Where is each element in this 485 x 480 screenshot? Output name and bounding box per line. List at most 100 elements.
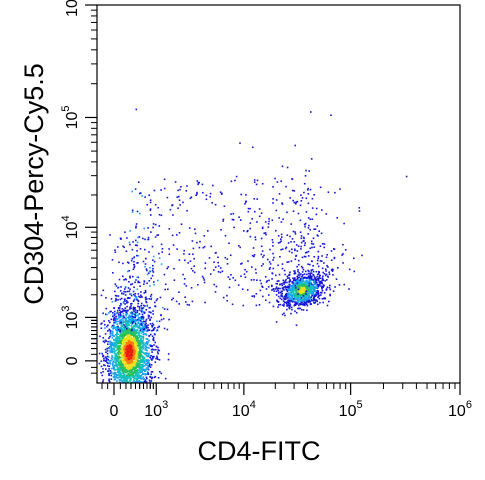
event-dot [113,338,116,341]
event-dot [121,325,123,328]
event-dot [230,180,233,183]
event-dot [131,341,134,343]
event-dot [313,287,315,289]
event-dot [321,267,324,270]
event-dot [133,371,135,374]
event-dot [120,311,122,313]
event-dot [132,356,134,358]
event-dot [166,196,169,199]
event-dot [142,343,144,346]
event-dot [301,301,303,304]
event-dot [290,312,292,315]
event-dot [256,279,258,281]
event-dot [306,189,309,191]
event-dot [280,240,282,242]
event-dot [136,336,139,338]
event-dot [116,339,118,341]
event-dot [146,377,148,380]
event-dot [315,213,318,216]
event-dot [140,291,142,293]
event-dot [160,314,162,316]
event-dot [293,304,295,307]
event-dot [304,302,307,305]
event-dot [126,378,129,380]
event-dot [124,286,127,288]
event-dot [333,248,335,250]
event-dot [137,357,140,359]
event-dot [107,340,109,343]
event-dot [131,340,134,342]
event-dot [133,353,135,355]
event-dot [123,334,126,336]
event-dot [297,300,300,303]
event-dot [149,318,151,321]
event-dot [139,381,142,383]
event-dot [125,342,127,344]
event-dot [156,355,158,358]
event-dot [286,304,288,306]
event-dot [129,288,131,291]
event-dot [285,301,287,304]
event-dot [147,362,150,364]
event-dot [116,361,118,363]
event-dot [120,350,122,352]
event-dot [129,337,132,340]
event-dot [133,377,136,379]
event-dot [143,359,145,362]
event-dot [135,364,137,367]
event-dot [137,255,140,257]
event-dot [126,321,128,324]
event-dot [287,293,289,296]
event-dot [134,357,137,359]
event-dot [111,334,114,337]
event-dot [142,365,145,368]
event-dot [118,320,120,323]
event-dot [289,294,292,296]
event-dot [138,236,141,238]
event-dot [201,183,204,186]
event-dot [131,326,133,329]
event-dot [203,279,206,281]
event-dot [291,281,293,284]
event-dot [239,142,241,144]
event-dot [146,338,148,340]
event-dot [138,379,141,382]
event-dot [316,273,319,276]
event-dot [245,270,248,273]
event-dot [193,257,195,260]
event-dot [127,287,130,289]
event-dot [126,316,129,319]
event-dot [244,268,246,271]
event-dot [260,282,263,285]
event-dot [141,318,144,320]
event-dot [308,299,310,302]
event-dot [139,347,142,349]
event-dot [130,283,132,286]
event-dot [135,369,138,372]
event-dot [313,194,315,196]
event-dot [296,283,298,286]
event-dot [150,373,152,376]
event-dot [258,304,261,306]
event-dot [276,280,279,282]
event-dot [138,325,141,327]
event-dot [104,323,106,326]
event-dot [113,338,115,341]
event-dot [110,318,113,321]
event-dot [144,196,146,198]
event-dot [166,328,169,331]
event-dot [304,251,307,254]
event-dot [136,319,139,321]
event-dot [138,281,141,284]
event-dot [147,366,149,369]
event-dot [112,344,114,347]
event-dot [159,370,161,373]
event-dot [160,372,163,375]
event-dot [158,325,160,328]
event-dot [196,241,198,244]
event-dot [150,277,152,280]
event-dot [125,363,127,366]
event-dot [318,275,320,278]
event-dot [127,309,129,312]
event-dot [127,363,130,365]
